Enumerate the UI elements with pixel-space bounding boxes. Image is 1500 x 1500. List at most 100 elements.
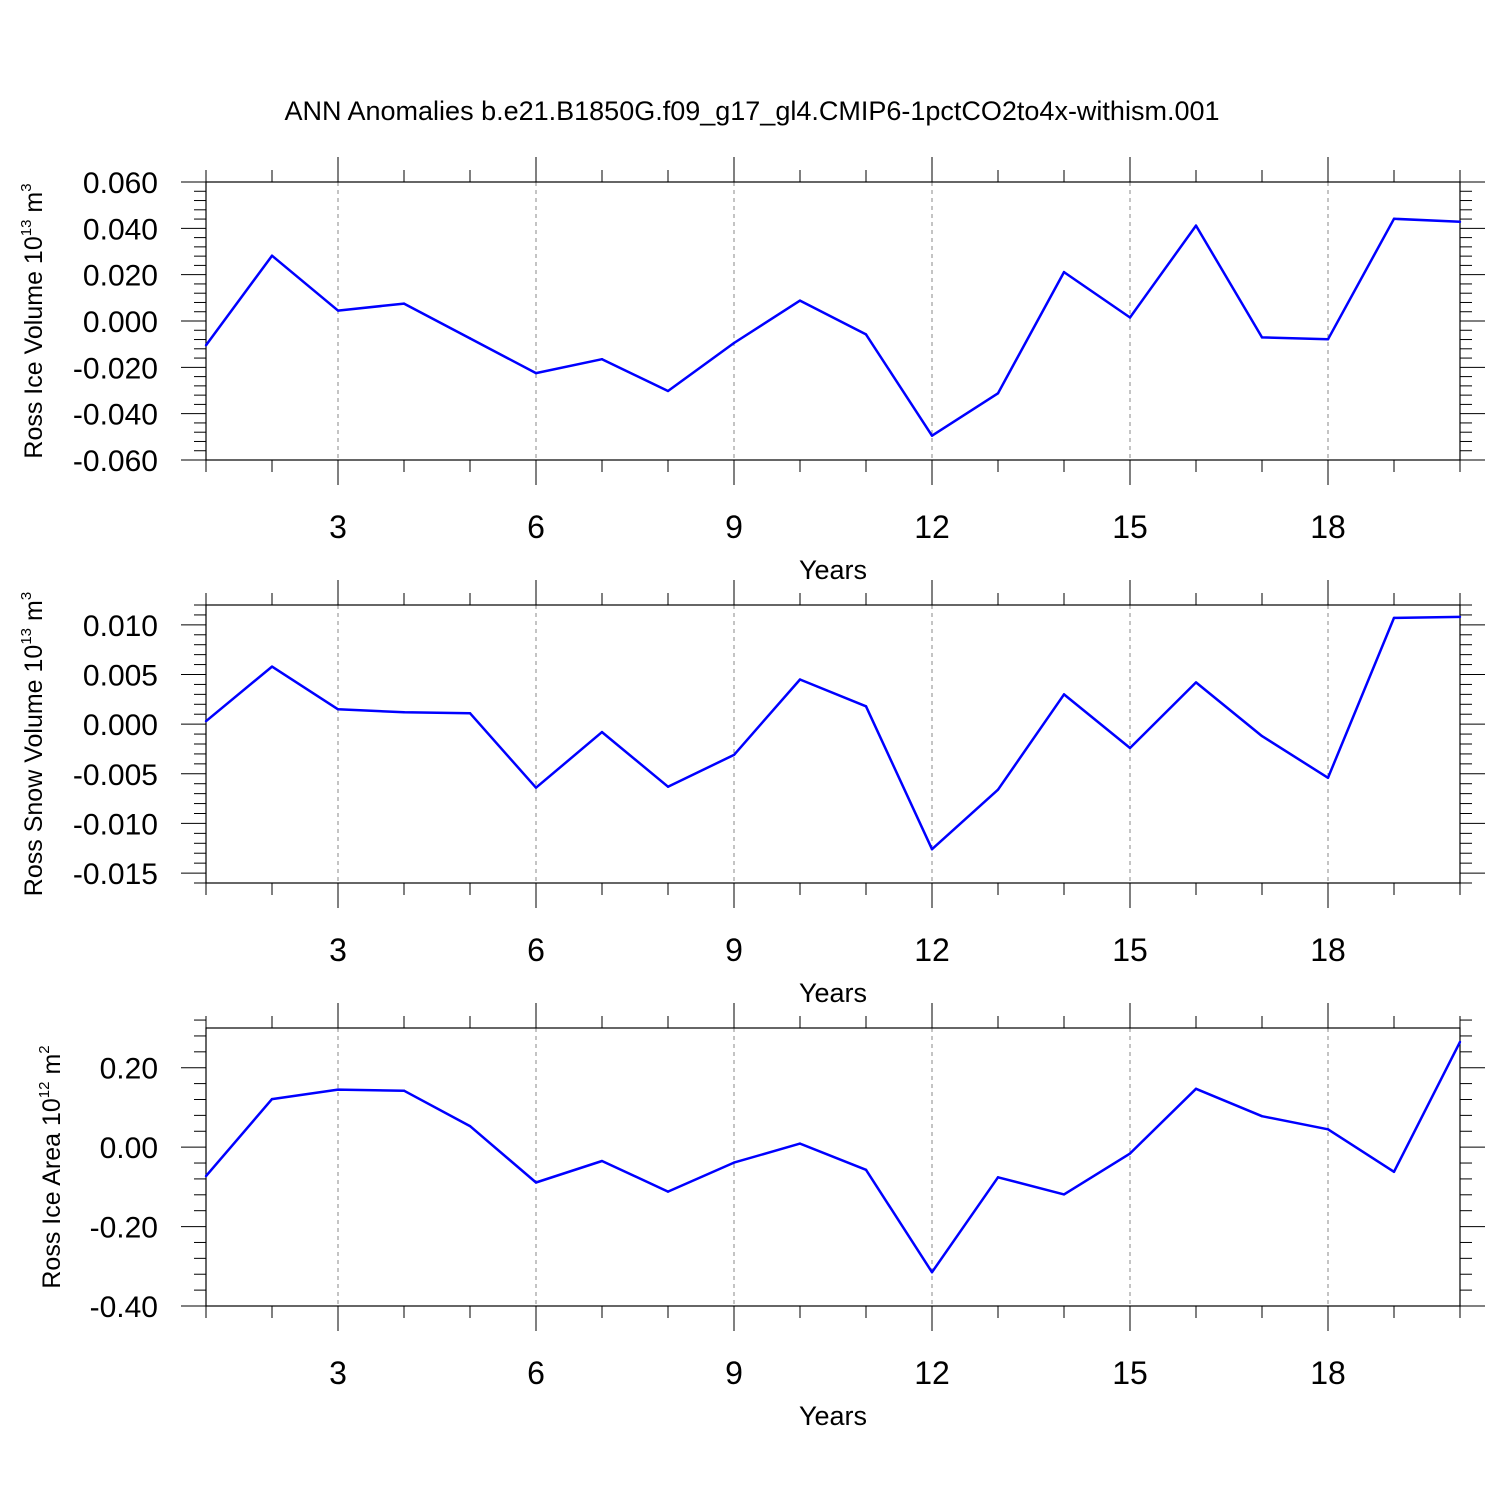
y-axis-label-superscript: 3 xyxy=(18,183,35,191)
y-axis-label: Ross Snow Volume 1013 m3 xyxy=(18,592,48,896)
x-tick-label: 15 xyxy=(1112,1355,1148,1391)
data-point xyxy=(1458,615,1462,619)
data-point xyxy=(1260,1114,1264,1118)
plot-frame xyxy=(205,1027,1461,1307)
x-tick-label: 6 xyxy=(527,932,545,968)
x-tick-label: 3 xyxy=(329,932,347,968)
data-point xyxy=(666,1190,670,1193)
data-point xyxy=(534,1181,538,1184)
data-point xyxy=(468,337,472,340)
data-point xyxy=(1458,220,1462,224)
data-point xyxy=(600,358,604,361)
x-tick-label: 6 xyxy=(527,509,545,545)
data-point xyxy=(1062,1193,1066,1196)
y-tick-label: -0.060 xyxy=(73,445,158,478)
data-point xyxy=(534,371,538,375)
x-tick-label: 6 xyxy=(527,1355,545,1391)
x-axis-label: Years xyxy=(799,978,867,1008)
y-tick-label: 0.010 xyxy=(83,610,158,643)
data-point xyxy=(996,392,1000,395)
plot-frame xyxy=(205,181,1461,461)
y-tick-label: -0.015 xyxy=(73,858,158,891)
data-point xyxy=(270,665,274,668)
y-axis-label-superscript: 13 xyxy=(18,628,35,645)
data-point xyxy=(732,1161,736,1164)
y-tick-label: -0.020 xyxy=(73,352,158,385)
y-axis-label-text: Ross Ice Volume 10 xyxy=(20,236,48,458)
x-tick-label: 15 xyxy=(1112,509,1148,545)
y-axis-label-text: m xyxy=(20,600,48,621)
data-point xyxy=(798,1142,802,1145)
x-axis-label: Years xyxy=(799,555,867,585)
data-point xyxy=(732,753,736,757)
data-point xyxy=(1260,336,1264,339)
chart-panel-1: 0.060 0.040 0.020 0.000 -0.020 -0.040 -0.060 3 6… xyxy=(18,157,1485,585)
data-point xyxy=(270,1097,274,1101)
series-line xyxy=(205,615,1461,851)
data-point xyxy=(1062,693,1066,696)
data-point xyxy=(336,708,340,711)
y-tick-label: 0.060 xyxy=(83,167,158,200)
data-point xyxy=(204,1174,208,1178)
y-tick-label: 0.005 xyxy=(83,660,158,693)
y-axis-label-text: m xyxy=(20,192,48,213)
x-tick-label: 12 xyxy=(914,1355,950,1391)
data-point xyxy=(1128,316,1132,319)
x-tick-label: 9 xyxy=(725,1355,743,1391)
data-point xyxy=(1194,681,1198,684)
data-point xyxy=(336,1088,340,1091)
y-tick-label: 0.20 xyxy=(100,1053,158,1086)
data-point xyxy=(1326,1128,1330,1131)
data-point xyxy=(666,389,670,393)
data-point xyxy=(270,254,274,257)
data-point xyxy=(402,711,406,714)
x-tick-label: 9 xyxy=(725,932,743,968)
data-point xyxy=(732,341,736,345)
data-point xyxy=(864,705,868,708)
data-point xyxy=(204,719,208,723)
y-axis-label-superscript: 12 xyxy=(36,1082,53,1099)
y-tick-label: 0.020 xyxy=(83,260,158,293)
data-point xyxy=(864,1168,868,1171)
y-tick-label: -0.040 xyxy=(73,399,158,432)
data-point xyxy=(1458,1040,1462,1044)
y-tick-label: -0.005 xyxy=(73,759,158,792)
data-point xyxy=(534,786,538,789)
y-tick-label: 0.040 xyxy=(83,213,158,246)
y-tick-label: -0.20 xyxy=(90,1212,158,1245)
data-point xyxy=(1326,338,1330,341)
data-point xyxy=(798,299,802,302)
data-point xyxy=(996,788,1000,791)
data-point xyxy=(1260,734,1264,738)
y-axis-label-superscript: 13 xyxy=(18,220,35,237)
x-tick-label: 12 xyxy=(914,509,950,545)
y-tick-label: -0.40 xyxy=(90,1291,158,1324)
data-point xyxy=(996,1176,1000,1179)
data-point xyxy=(1392,1170,1396,1173)
series-line xyxy=(205,1041,1462,1274)
data-point xyxy=(402,302,406,305)
y-axis-label: Ross Ice Volume 1013 m3 xyxy=(18,183,48,458)
x-tick-label: 18 xyxy=(1310,1355,1346,1391)
y-axis-label-text: Ross Ice Area 10 xyxy=(38,1098,66,1288)
data-point xyxy=(204,344,208,347)
chart-panels: 0.060 0.040 0.020 0.000 -0.020 -0.040 -0.060 3 6… xyxy=(18,157,1485,1431)
data-point xyxy=(468,712,472,715)
x-axis-label: Years xyxy=(799,1401,867,1431)
y-axis-label-text: m xyxy=(38,1054,66,1075)
chart-panel-2: 0.010 0.005 0.000 -0.005 -0.010 -0.015 3 6 9 12 15… xyxy=(18,580,1485,1008)
y-axis-label-superscript: 2 xyxy=(36,1045,53,1053)
y-tick-label: 0.000 xyxy=(83,709,158,742)
figure-title: ANN Anomalies b.e21.B1850G.f09_g17_gl4.C… xyxy=(284,96,1219,126)
data-point xyxy=(798,678,802,681)
x-tick-label: 12 xyxy=(914,932,950,968)
x-tick-label: 9 xyxy=(725,509,743,545)
data-point xyxy=(402,1089,406,1092)
data-point xyxy=(336,309,340,312)
data-point xyxy=(1392,616,1396,620)
x-tick-label: 18 xyxy=(1310,932,1346,968)
data-point xyxy=(1194,224,1198,227)
data-point xyxy=(864,333,868,336)
y-tick-label: 0.000 xyxy=(83,306,158,339)
data-point xyxy=(468,1124,472,1128)
